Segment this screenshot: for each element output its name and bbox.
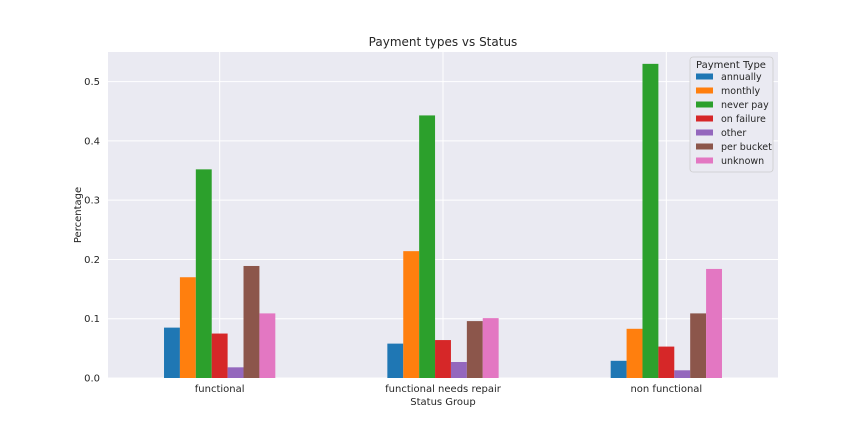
- x-axis-label: Status Group: [410, 397, 476, 408]
- x-tick-label: functional: [195, 384, 245, 395]
- legend-label-unknown: unknown: [721, 156, 764, 167]
- bar-monthly-0: [179, 277, 196, 378]
- y-tick-label: 0.4: [84, 136, 100, 147]
- legend-box: [689, 56, 774, 173]
- bar-per-bucket-0: [243, 265, 260, 378]
- bar-monthly-2: [626, 328, 643, 378]
- bar-annually-0: [164, 327, 180, 378]
- bar-annually-2: [610, 360, 627, 378]
- bar-never-pay-1: [419, 115, 436, 379]
- y-axis-label: Percentage: [73, 187, 84, 243]
- y-tick-label: 0.3: [84, 196, 100, 207]
- bars: [164, 63, 722, 379]
- bar-unknown-2: [706, 268, 722, 378]
- legend-label-other: other: [721, 128, 746, 139]
- legend-label-never-pay: never pay: [721, 100, 769, 111]
- y-tick-label: 0.5: [84, 77, 100, 88]
- y-tick-label: 0.0: [84, 374, 100, 385]
- legend: Payment Type annually monthly never pay on …: [689, 56, 774, 173]
- bar-monthly-1: [403, 251, 420, 378]
- legend-swatch-other: [696, 129, 713, 136]
- bar-unknown-1: [482, 318, 499, 378]
- x-tick-label: functional needs repair: [385, 384, 502, 395]
- legend-swatch-per-bucket: [696, 143, 713, 150]
- bar-per-bucket-1: [466, 321, 483, 378]
- bar-unknown-0: [259, 313, 276, 378]
- bar-other-2: [674, 370, 691, 378]
- legend-swatch-annually: [696, 73, 713, 80]
- legend-title: Payment Type: [696, 60, 766, 71]
- legend-swatch-on-failure: [696, 115, 713, 122]
- bar-never-pay-2: [642, 63, 659, 378]
- y-tick-label: 0.1: [84, 314, 100, 325]
- bar-on-failure-2: [658, 346, 675, 378]
- x-tick-label: non functional: [630, 384, 702, 395]
- bar-other-1: [450, 361, 467, 378]
- bar-on-failure-0: [211, 333, 228, 378]
- bar-never-pay-0: [195, 169, 212, 378]
- legend-label-per-bucket: per bucket: [721, 142, 772, 153]
- legend-swatch-unknown: [696, 157, 713, 164]
- bar-annually-1: [387, 343, 404, 378]
- legend-swatch-monthly: [696, 87, 713, 94]
- legend-label-monthly: monthly: [721, 86, 760, 97]
- legend-label-on-failure: on failure: [721, 114, 766, 125]
- bar-on-failure-1: [435, 340, 451, 378]
- bar-other-0: [227, 367, 244, 378]
- tick-labels: 0.0 0.1 0.2 0.3 0.4 0.5 functional functional n…: [84, 77, 702, 395]
- legend-label-annually: annually: [721, 72, 762, 83]
- y-tick-label: 0.2: [84, 255, 100, 266]
- bar-per-bucket-2: [690, 313, 707, 378]
- chart-title: Payment types vs Status: [369, 35, 518, 49]
- legend-swatch-never-pay: [696, 101, 713, 108]
